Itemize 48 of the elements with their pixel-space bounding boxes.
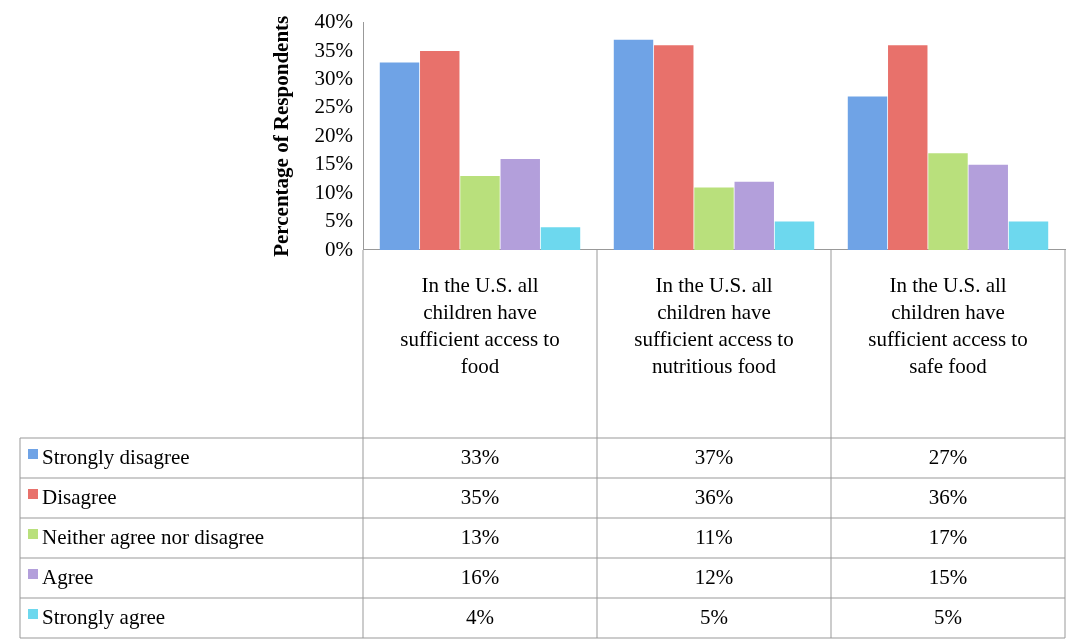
x-tick-label: In the U.S. all children have sufficient access to safe food [868, 272, 1028, 378]
y-axis-title: Percentage of Respondents [269, 15, 294, 257]
text: 17% [928, 524, 968, 549]
text: 4% [466, 604, 494, 629]
y-tick-label: 25% [314, 94, 353, 119]
text: 13% [460, 524, 500, 549]
text: 5% [934, 604, 962, 629]
text: 11% [695, 524, 733, 549]
x-tick-label: In the U.S. all children have sufficient access to food [400, 272, 560, 378]
bar [968, 164, 1008, 250]
text: 36% [694, 484, 734, 509]
bar [654, 45, 694, 250]
text: 37% [694, 444, 734, 469]
bar [460, 176, 500, 250]
bar [928, 153, 968, 250]
text: 5% [700, 604, 728, 629]
y-tick-label: 30% [314, 65, 353, 90]
text: 12% [694, 564, 734, 589]
legend-label: Disagree [42, 484, 117, 509]
text: 27% [928, 444, 968, 469]
bar [734, 181, 774, 250]
y-tick-label: 10% [314, 179, 353, 204]
y-tick-label: 35% [314, 37, 353, 62]
y-tick-label: 5% [325, 208, 353, 233]
text: 35% [460, 484, 500, 509]
legend-label: Neither agree nor disagree [42, 524, 265, 549]
y-tick-label: 0% [325, 236, 353, 261]
bar [420, 51, 460, 250]
legend-label: Strongly disagree [42, 444, 190, 469]
bar [888, 45, 928, 250]
bar [694, 187, 734, 250]
y-tick-label: 20% [314, 122, 353, 147]
bar [847, 96, 888, 250]
text: 15% [928, 564, 968, 589]
x-tick-label: In the U.S. all children have sufficient access to nutritious food [634, 272, 794, 378]
bar [540, 227, 581, 250]
text: 16% [460, 564, 500, 589]
bar [1008, 221, 1049, 250]
legend-label: Strongly agree [42, 604, 166, 629]
legend-label: Agree [42, 564, 94, 589]
bar [613, 39, 654, 250]
bar [379, 62, 420, 250]
text: 36% [928, 484, 968, 509]
y-tick-label: 15% [314, 151, 353, 176]
bar [774, 221, 815, 250]
text: 33% [460, 444, 500, 469]
bar [500, 159, 540, 250]
y-tick-label: 40% [314, 9, 353, 34]
